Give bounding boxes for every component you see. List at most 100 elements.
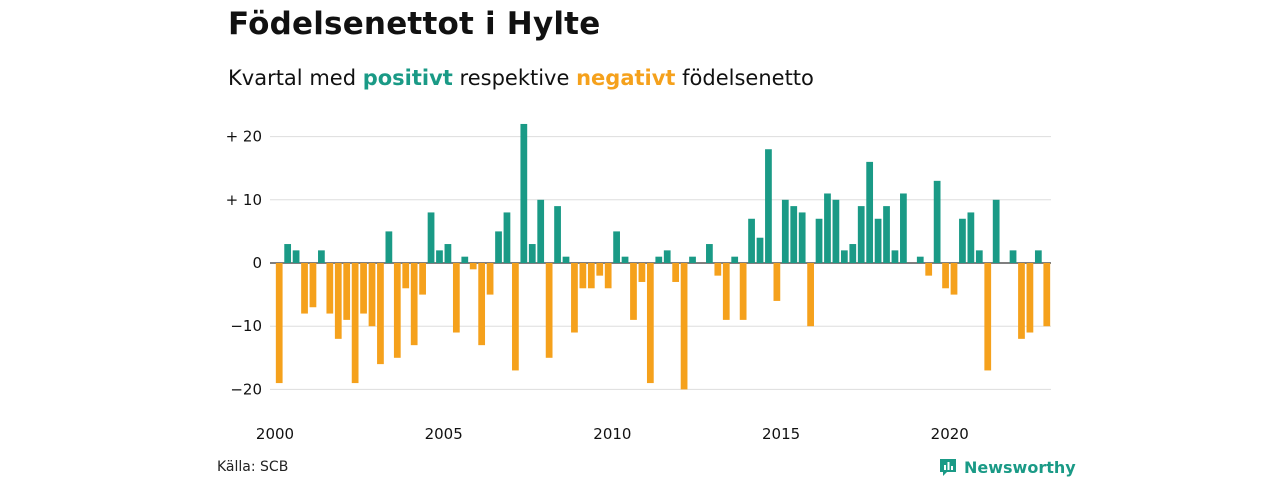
bar: [478, 263, 486, 346]
bar: [452, 263, 460, 333]
bar: [756, 237, 764, 263]
bar: [613, 231, 620, 263]
bar: [368, 263, 376, 327]
bar: [722, 263, 730, 320]
bar: [739, 263, 747, 320]
bar: [891, 250, 899, 263]
bar: [1018, 263, 1025, 339]
bar: [587, 263, 595, 289]
x-tick-labels: 2000 2005 2010 2015 2020: [256, 425, 969, 443]
bar: [900, 193, 907, 263]
bar: [503, 212, 511, 263]
bar: [790, 206, 798, 263]
bar: [301, 263, 308, 314]
bar: [849, 244, 857, 263]
bar: [1026, 263, 1034, 333]
subtitle-middle: respektive: [459, 66, 570, 90]
bar: [410, 263, 418, 346]
bar: [545, 263, 553, 358]
bar: [967, 212, 975, 263]
bar: [461, 256, 469, 263]
bar: [284, 244, 292, 263]
bar: [706, 244, 713, 263]
y-tick-label: + 20: [226, 128, 262, 146]
bar: [385, 231, 393, 263]
chart-title: Födelsenettot i Hylte: [228, 6, 601, 42]
bar: [554, 206, 561, 263]
bar: [959, 218, 966, 263]
bar: [343, 263, 351, 320]
bar: [663, 250, 671, 263]
bar: [486, 263, 494, 295]
bar: [714, 263, 722, 276]
bar: [807, 263, 814, 327]
bar: [1009, 250, 1017, 263]
bar: [773, 263, 781, 301]
bar: [630, 263, 637, 320]
subtitle-negative: negativt: [576, 66, 676, 90]
bar: [326, 263, 334, 314]
subtitle-prefix: Kvartal med: [228, 66, 357, 90]
x-tick-label: 2015: [762, 425, 800, 443]
bar: [604, 263, 612, 289]
bar: [309, 263, 317, 308]
subtitle-positive: positivt: [362, 66, 453, 90]
bar: [840, 250, 848, 263]
bar: [883, 206, 890, 263]
bar: [646, 263, 654, 384]
bar: [992, 199, 1000, 263]
bar: [520, 123, 528, 264]
bars: [275, 123, 1051, 390]
bar: [933, 180, 941, 263]
bar: [781, 199, 789, 263]
bar: [672, 263, 680, 282]
bar: [765, 149, 772, 263]
bar: [377, 263, 384, 365]
bar: [275, 263, 283, 384]
y-tick-label: −20: [230, 380, 262, 398]
bar: [469, 263, 477, 270]
brand[interactable]: Newsworthy: [938, 457, 1076, 477]
bar: [798, 212, 806, 263]
bar: [427, 212, 435, 263]
y-tick-label: 0: [252, 254, 262, 272]
bar: [495, 231, 502, 263]
bar: [655, 256, 663, 263]
bar: [975, 250, 983, 263]
bar: [984, 263, 992, 371]
bar: [571, 263, 578, 333]
subtitle-suffix: födelsenetto: [682, 66, 814, 90]
bar: [815, 218, 823, 263]
bar: [824, 193, 831, 263]
bar: [638, 263, 646, 282]
bar: [402, 263, 410, 289]
bar: [579, 263, 587, 289]
x-tick-label: 2020: [931, 425, 969, 443]
bar: [832, 199, 840, 263]
bar: [292, 250, 300, 263]
brand-name: Newsworthy: [964, 457, 1076, 477]
bar: [393, 263, 401, 358]
bar: [596, 263, 604, 276]
bar: [537, 199, 545, 263]
bar: [318, 250, 325, 263]
source-label: Källa: SCB: [217, 459, 289, 475]
bar: [419, 263, 426, 295]
bar: [950, 263, 958, 295]
bar: [334, 263, 342, 339]
bar: [916, 256, 924, 263]
bar: [731, 256, 739, 263]
bar: [1034, 250, 1042, 263]
bar: [689, 256, 696, 263]
chart-subtitle: Kvartal med positivt respektive negativt…: [228, 66, 814, 90]
y-tick-labels: + 20 + 10 0 −10 −20: [226, 128, 262, 399]
bar: [925, 263, 933, 276]
bar: [1043, 263, 1051, 327]
bar: [680, 263, 688, 390]
y-tick-label: −10: [230, 317, 262, 335]
bar: [874, 218, 882, 263]
bar: [866, 161, 874, 263]
bar: [351, 263, 359, 384]
bar: [444, 244, 452, 263]
